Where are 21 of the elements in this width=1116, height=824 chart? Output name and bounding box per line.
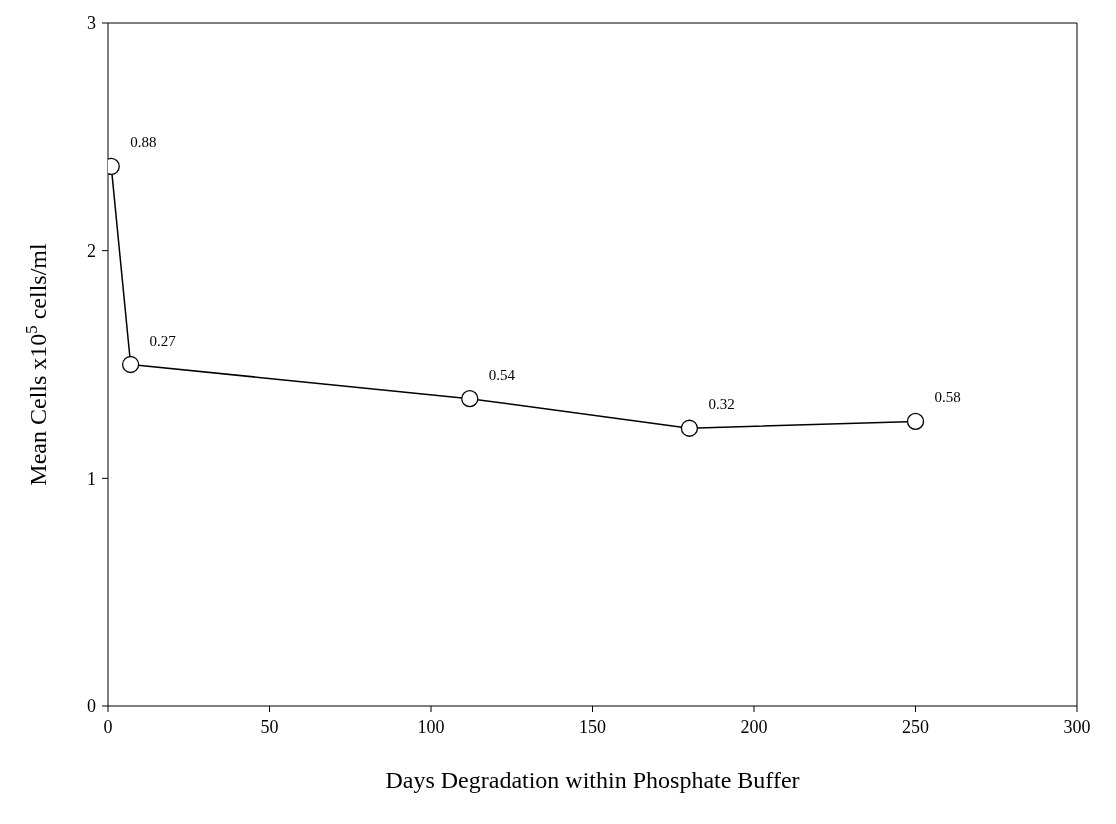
y-tick-label: 0 (87, 696, 96, 717)
point (461, 390, 479, 408)
x-tick-label: 100 (417, 716, 445, 737)
point (906, 412, 925, 431)
annotation: 0.32 (708, 396, 735, 413)
x-tick-label: 200 (740, 716, 768, 737)
annotation: 0.88 (130, 134, 157, 151)
annotation: 0.27 (149, 332, 177, 349)
x-tick-label: 300 (1063, 716, 1091, 737)
x-tick-label: 250 (902, 716, 929, 737)
annotation: 0.58 (934, 389, 961, 406)
x-tick-label: 50 (260, 716, 279, 737)
point (680, 419, 699, 437)
x-tick-label: 0 (103, 716, 113, 737)
point (121, 355, 140, 374)
y-tick-label: 1 (87, 468, 96, 489)
y-tick-label: 2 (87, 241, 96, 262)
x-axis-title: Days Degradation within Phosphate Buffer (385, 767, 800, 793)
annotation: 0.54 (488, 366, 516, 383)
x-tick-label: 150 (579, 716, 606, 737)
y-tick-label: 3 (87, 13, 96, 34)
